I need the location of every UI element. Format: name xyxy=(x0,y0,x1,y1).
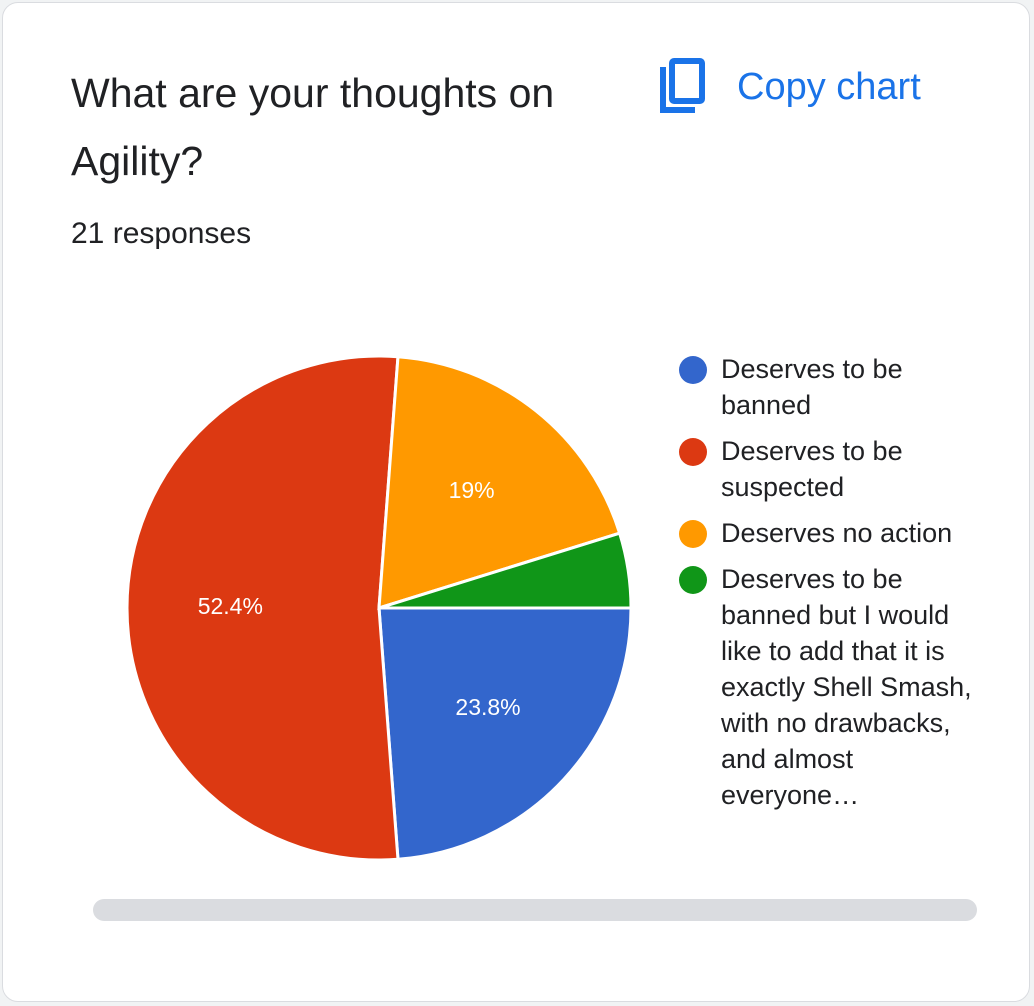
pie-slice-1[interactable] xyxy=(377,606,633,861)
pie-chart: 23.8% 52.4% 19% xyxy=(125,354,633,862)
legend-swatch xyxy=(679,520,707,548)
legend-swatch xyxy=(679,566,707,594)
copy-chart-button[interactable]: Copy chart xyxy=(655,53,921,121)
legend-label: Deserves no action xyxy=(721,518,953,548)
slice-data-label: 23.8% xyxy=(455,694,520,720)
pie-slice-2[interactable] xyxy=(125,354,400,862)
slice-data-label: 19% xyxy=(449,477,495,503)
legend-item: Deserves to be banned but I would like t… xyxy=(679,561,979,813)
pie-slice-3[interactable] xyxy=(377,355,622,611)
legend-label: Deserves to be banned but I would like t… xyxy=(721,564,972,810)
slice-data-label: 52.4% xyxy=(198,593,263,619)
legend-item: Deserves no action xyxy=(679,515,979,551)
content-copy-icon xyxy=(655,57,707,117)
response-count: 21 responses xyxy=(71,217,252,250)
legend-swatch xyxy=(679,438,707,466)
chart-area: 23.8% 52.4% 19% xyxy=(3,3,1029,1001)
chart-legend: Deserves to be banned Deserves to be susp… xyxy=(679,351,979,823)
legend-swatch xyxy=(679,356,707,384)
copy-chart-label: Copy chart xyxy=(737,65,921,108)
pie-slice-4[interactable] xyxy=(378,531,633,610)
question-title: What are your thoughts on Agility? xyxy=(71,70,555,184)
horizontal-scrollbar[interactable] xyxy=(93,899,977,921)
legend-item: Deserves to be suspected xyxy=(679,433,979,505)
legend-label: Deserves to be banned xyxy=(721,354,903,420)
legend-item: Deserves to be banned xyxy=(679,351,979,423)
legend-label: Deserves to be suspected xyxy=(721,436,903,502)
